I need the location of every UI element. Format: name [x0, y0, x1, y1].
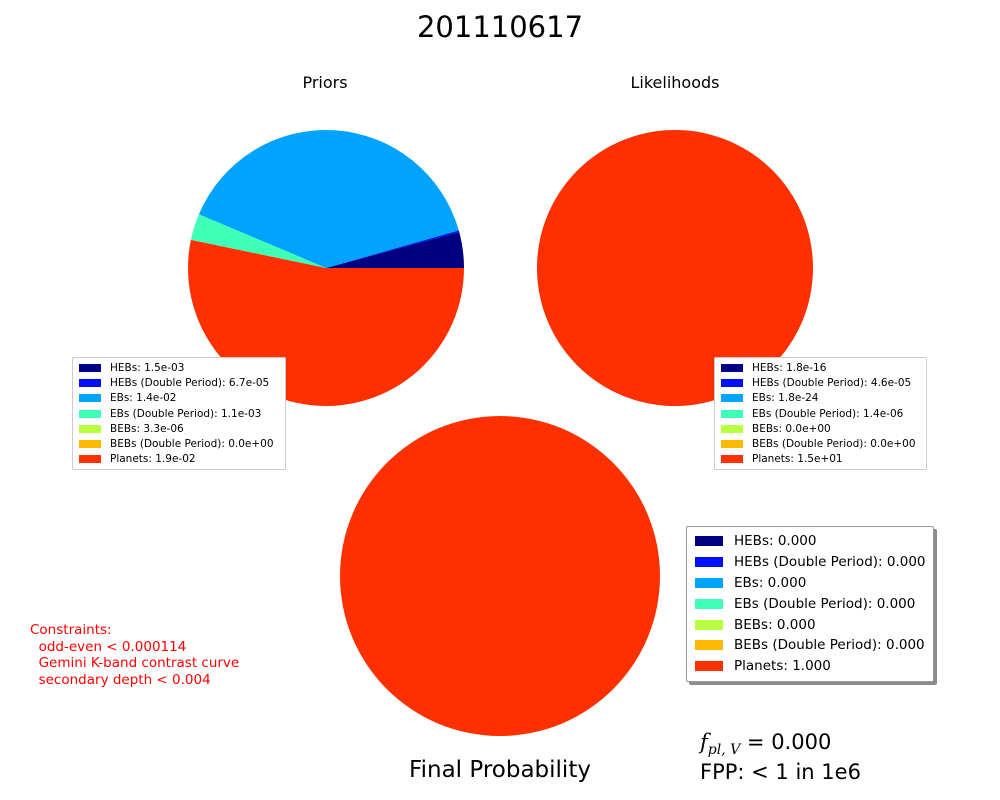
- page-title: 201110617: [416, 10, 584, 44]
- legend-entry: BEBs: 0.000: [695, 614, 925, 635]
- legend-label: EBs: 1.8e-24: [752, 392, 819, 405]
- legend-swatch: [695, 557, 723, 568]
- pie-slice-hebs-double-period: [326, 230, 460, 268]
- fpp-text: FPP: < 1 in 1e6: [700, 760, 861, 784]
- legend-entry: BEBs (Double Period): 0.0e+00: [79, 436, 279, 451]
- legend-entry: HEBs: 1.8e-16: [721, 360, 920, 375]
- pie-slice-planets: [340, 416, 660, 736]
- legend-entry: EBs: 0.000: [695, 573, 925, 594]
- legend-label: BEBs: 3.3e-06: [110, 422, 184, 435]
- legend-entry: HEBs (Double Period): 0.000: [695, 552, 926, 573]
- legend-entry: HEBs (Double Period): 4.6e-05: [721, 375, 920, 390]
- pie-slice-hebs: [326, 231, 464, 268]
- priors-title: Priors: [302, 73, 348, 92]
- legend-entry: EBs: 1.8e-24: [721, 391, 920, 406]
- fpl-symbol: f: [700, 730, 708, 754]
- legend-label: EBs (Double Period): 1.1e-03: [110, 407, 262, 420]
- legend-swatch: [721, 378, 743, 387]
- legend-swatch: [79, 378, 101, 387]
- final-probability-legend: HEBs: 0.000 HEBs (Double Period): 0.000 EB…: [686, 526, 934, 682]
- priors-legend: HEBs: 1.5e-03 HEBs (Double Period): 6.7e-…: [72, 357, 286, 471]
- legend-label: EBs (Double Period): 0.000: [734, 595, 916, 612]
- legend-swatch: [721, 424, 743, 433]
- legend-swatch: [721, 409, 743, 418]
- legend-label: BEBs (Double Period): 0.0e+00: [752, 438, 916, 451]
- legend-label: HEBs (Double Period): 6.7e-05: [110, 376, 270, 389]
- legend-label: BEBs (Double Period): 0.000: [734, 637, 925, 654]
- legend-swatch: [79, 424, 101, 433]
- legend-entry: EBs (Double Period): 1.1e-03: [79, 406, 279, 421]
- legend-swatch: [695, 640, 723, 651]
- constraint-line: odd-even < 0.000114: [38, 638, 187, 655]
- legend-entry: BEBs (Double Period): 0.000: [695, 635, 925, 656]
- legend-label: Planets: 1.5e+01: [752, 453, 843, 466]
- legend-swatch: [695, 598, 723, 609]
- legend-entry: EBs (Double Period): 0.000: [695, 593, 925, 614]
- fpl-number: = 0.000: [746, 730, 832, 754]
- pie-slice-bebs: [190, 239, 326, 268]
- final-probability-title: Final Probability: [409, 757, 591, 783]
- likelihoods-title: Likelihoods: [630, 73, 720, 92]
- legend-swatch: [79, 363, 101, 372]
- legend-swatch: [695, 619, 723, 630]
- likelihoods-legend: HEBs: 1.8e-16 HEBs (Double Period): 4.6e-…: [714, 357, 927, 471]
- priors-pie-chart: [188, 130, 465, 406]
- legend-label: Planets: 1.000: [734, 658, 831, 675]
- fpl-subscript: pl, V: [707, 742, 741, 759]
- legend-entry: HEBs: 1.5e-03: [79, 360, 279, 375]
- legend-entry: BEBs (Double Period): 0.0e+00: [721, 436, 920, 451]
- pie-slice-planets: [537, 129, 813, 406]
- legend-swatch: [721, 363, 743, 372]
- legend-entry: EBs: 1.4e-02: [79, 391, 279, 406]
- legend-swatch: [79, 409, 101, 418]
- likelihoods-pie-chart: [537, 129, 813, 406]
- pie-slice-ebs-double-period: [190, 214, 326, 268]
- legend-label: Planets: 1.9e-02: [110, 453, 196, 466]
- constraint-line: Gemini K-band contrast curve: [38, 655, 240, 671]
- legend-entry: HEBs (Double Period): 6.7e-05: [79, 375, 279, 390]
- legend-swatch: [721, 440, 743, 449]
- legend-label: HEBs: 1.5e-03: [110, 361, 185, 374]
- legend-label: BEBs: 0.0e+00: [752, 422, 831, 435]
- legend-swatch: [695, 536, 723, 547]
- legend-swatch: [79, 440, 101, 449]
- constraints-text: Constraints: odd-even < 0.000114 Gemini …: [30, 622, 239, 688]
- legend-entry: Planets: 1.5e+01: [721, 452, 920, 467]
- legend-entry: BEBs: 3.3e-06: [79, 421, 279, 436]
- legend-label: HEBs: 0.000: [734, 533, 817, 550]
- fpl-value: fpl, V = 0.000: [700, 730, 831, 758]
- legend-entry: BEBs: 0.0e+00: [721, 421, 920, 436]
- legend-entry: Planets: 1.9e-02: [79, 452, 279, 467]
- legend-swatch: [695, 577, 723, 588]
- constraint-line: secondary depth < 0.004: [38, 671, 211, 688]
- legend-label: BEBs: 0.000: [734, 616, 816, 633]
- final-probability-pie-chart: [340, 416, 660, 736]
- legend-label: EBs: 1.4e-02: [110, 392, 177, 405]
- legend-swatch: [79, 394, 101, 403]
- legend-label: EBs: 0.000: [734, 574, 807, 591]
- legend-label: HEBs (Double Period): 0.000: [734, 554, 926, 571]
- legend-label: BEBs (Double Period): 0.0e+00: [110, 438, 274, 451]
- legend-entry: Planets: 1.000: [695, 656, 925, 677]
- constraints-heading: Constraints:: [30, 622, 112, 638]
- pie-slice-ebs: [198, 130, 459, 268]
- legend-label: HEBs: 1.8e-16: [752, 361, 827, 374]
- legend-swatch: [79, 455, 101, 464]
- legend-label: HEBs (Double Period): 4.6e-05: [752, 376, 912, 389]
- legend-entry: HEBs: 0.000: [695, 531, 925, 552]
- legend-label: EBs (Double Period): 1.4e-06: [752, 407, 904, 420]
- legend-swatch: [721, 455, 743, 464]
- legend-swatch: [721, 394, 743, 403]
- legend-swatch: [695, 661, 723, 672]
- legend-entry: EBs (Double Period): 1.4e-06: [721, 406, 920, 421]
